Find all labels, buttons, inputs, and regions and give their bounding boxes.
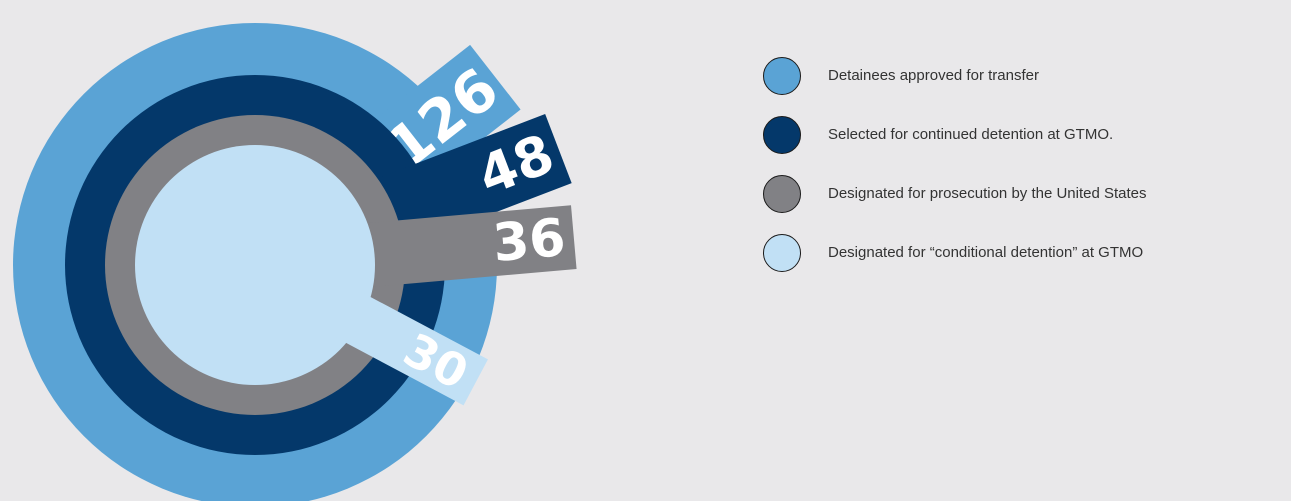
- legend-swatch-continued-detention: [763, 116, 801, 154]
- legend-label-prosecution: Designated for prosecution by the United…: [828, 185, 1147, 202]
- ring-conditional-detention: [135, 145, 375, 385]
- value-label-prosecution: 36: [490, 208, 567, 274]
- legend-item-conditional-detention: Designated for “conditional detention” a…: [762, 233, 1291, 275]
- legend-item-continued-detention: Selected for continued detention at GTMO…: [762, 115, 1291, 157]
- legend-label-transfer: Detainees approved for transfer: [828, 67, 1039, 84]
- bar-prosecution: [361, 205, 577, 288]
- legend: Detainees approved for transfer Selected…: [762, 56, 1291, 292]
- legend-swatch-transfer: [763, 57, 801, 95]
- ring-group-conditional-detention: 30: [135, 145, 488, 406]
- legend-item-transfer: Detainees approved for transfer: [762, 56, 1291, 98]
- legend-swatch-conditional-detention: [763, 234, 801, 272]
- legend-swatch-prosecution: [763, 175, 801, 213]
- legend-item-prosecution: Designated for prosecution by the United…: [762, 174, 1291, 216]
- legend-label-continued-detention: Selected for continued detention at GTMO…: [828, 126, 1114, 143]
- legend-label-conditional-detention: Designated for “conditional detention” a…: [828, 244, 1144, 261]
- bar-conditional-detention: [335, 291, 488, 406]
